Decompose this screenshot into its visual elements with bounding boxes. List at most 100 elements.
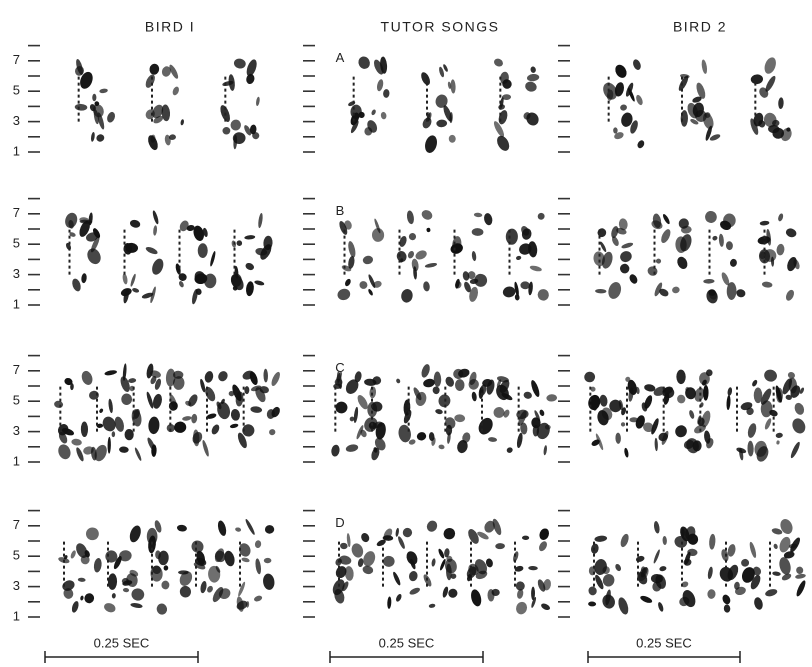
spectrogram-mark <box>255 96 260 106</box>
spectrogram-mark <box>444 375 456 388</box>
spectrogram-mark <box>746 422 757 438</box>
spectrogram-mark <box>764 417 773 430</box>
spectrogram-mark <box>268 428 276 435</box>
spectrogram-mark <box>244 235 255 240</box>
spectrogram-mark <box>747 441 754 457</box>
spectrogram-mark <box>619 533 630 548</box>
spectrogram-mark <box>516 255 522 260</box>
spectrogram-mark <box>61 578 77 592</box>
spectrogram-mark <box>709 133 721 142</box>
spectrogram-mark <box>395 528 399 537</box>
spectrogram-mark <box>495 543 505 549</box>
spectrogram-mark <box>150 257 165 276</box>
spectrogram-mark <box>423 134 439 154</box>
spectrogram-mark <box>56 443 72 461</box>
spectrogram-mark <box>620 422 626 428</box>
spectrogram-mark <box>174 421 187 433</box>
spectrogram-mark <box>264 558 272 563</box>
spectrogram-mark <box>152 210 160 225</box>
spectrogram-mark <box>361 549 377 568</box>
spectrogram-mark <box>425 262 438 268</box>
spectrogram-mark <box>404 550 419 567</box>
spectrogram-mark <box>454 280 463 289</box>
spectrogram-mark <box>397 535 406 549</box>
spectrogram-mark <box>420 208 434 221</box>
spectrogram-mark <box>367 288 373 296</box>
spectrogram-mark <box>614 563 622 572</box>
spectrogram-mark <box>191 414 198 424</box>
frequency-tick-label: 1 <box>13 143 20 158</box>
spectrogram-mark <box>336 287 352 302</box>
spectrogram-mark <box>514 600 528 615</box>
spectrogram-mark <box>263 369 268 383</box>
spectrogram-mark <box>785 227 798 239</box>
spectrogram-mark <box>144 73 157 89</box>
spectrogram-mark <box>673 423 689 439</box>
spectrogram-mark <box>254 280 265 287</box>
spectrogram-mark <box>707 589 716 599</box>
spectrogram-mark <box>488 437 497 443</box>
spectrogram-mark <box>438 444 445 450</box>
spectrogram-mark <box>236 596 245 613</box>
spectrogram-mark <box>371 109 377 116</box>
spectrogram-mark <box>171 86 180 97</box>
spectrogram-mark <box>264 525 274 535</box>
spectrogram-mark <box>406 210 415 225</box>
spectrogram-mark <box>236 240 243 247</box>
spectrogram-mark <box>431 558 436 567</box>
spectrogram-mark <box>676 370 686 385</box>
spectrogram-mark <box>455 379 465 391</box>
spectrogram-mark <box>538 527 551 541</box>
spectrogram-mark <box>506 446 514 453</box>
spectrogram-mark <box>112 431 116 437</box>
scale-bar-label: 0.25 SEC <box>636 635 692 650</box>
page: {"columns": [ {"title": "BIRD I", "scale… <box>0 0 812 667</box>
spectrogram-mark <box>179 585 192 598</box>
spectrogram-mark <box>408 570 419 582</box>
spectrogram-mark <box>85 526 100 541</box>
spectrogram-mark <box>244 518 256 535</box>
spectrogram-mark <box>81 273 87 283</box>
spectrogram-mark <box>129 219 141 229</box>
spectrogram-mark <box>93 558 102 573</box>
spectrogram-mark <box>254 540 261 549</box>
spectrogram-mark <box>408 586 421 596</box>
spectrogram-mark <box>70 550 77 560</box>
spectrogram-mark <box>502 286 516 298</box>
spectrogram-mark <box>735 288 746 298</box>
scale-bar-label: 0.25 SEC <box>379 635 435 650</box>
spectrogram-mark <box>125 429 134 440</box>
spectrogram-mark <box>474 212 483 217</box>
spectrogram-mark <box>367 274 376 289</box>
frequency-tick-label: 1 <box>13 453 20 468</box>
spectrogram-mark <box>516 432 524 448</box>
spectrogram-mark <box>161 581 169 590</box>
spectrogram-mark <box>175 263 182 275</box>
spectrogram-mark <box>527 73 540 82</box>
spectrogram-mark <box>506 228 518 244</box>
spectrogram-mark <box>729 258 737 267</box>
spectrogram-mark <box>380 112 387 120</box>
spectrogram-mark <box>176 524 187 532</box>
spectrogram-mark <box>530 66 537 73</box>
spectrogram-mark <box>241 557 250 563</box>
spectrogram-mark <box>760 220 770 226</box>
spectrogram-mark <box>216 369 229 383</box>
spectrogram-mark <box>629 417 638 422</box>
spectrogram-mark <box>358 280 369 290</box>
spectrogram-mark <box>748 541 757 558</box>
spectrogram-mark <box>632 58 643 71</box>
spectrogram-mark <box>436 119 447 127</box>
spectrogram-mark <box>429 603 436 608</box>
spectrogram-mark <box>356 55 372 71</box>
spectrogram-mark <box>400 288 414 303</box>
spectrogram-mark <box>397 424 412 443</box>
spectrogram-mark <box>75 446 85 462</box>
spectrogram-mark <box>776 440 780 445</box>
spectrogram-mark <box>357 558 364 568</box>
spectrogram-mark <box>90 132 95 142</box>
spectrogram-mark <box>483 212 493 226</box>
spectrogram-mark <box>606 280 623 300</box>
spectrogram-mark <box>539 409 546 417</box>
spectrogram-mark <box>497 109 509 125</box>
